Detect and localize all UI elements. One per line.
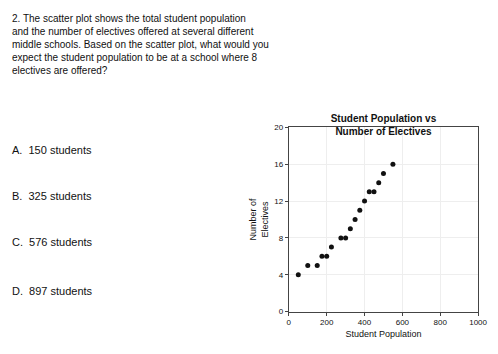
svg-text:16: 16 [274, 160, 283, 169]
svg-text:0: 0 [287, 318, 292, 327]
svg-text:D. 897 students: D. 897 students [12, 285, 93, 297]
svg-text:4: 4 [279, 271, 284, 280]
svg-text:20: 20 [274, 123, 283, 132]
svg-text:Number ofElectives: Number ofElectives [248, 198, 270, 241]
svg-text:8: 8 [279, 234, 284, 243]
svg-text:A. 150 students: A. 150 students [12, 144, 92, 156]
svg-text:600: 600 [396, 318, 410, 327]
svg-text:B. 325 students: B. 325 students [12, 190, 92, 202]
svg-text:200: 200 [320, 318, 334, 327]
svg-text:C. 576 students: C. 576 students [12, 236, 93, 248]
svg-text:0: 0 [279, 307, 284, 316]
svg-text:800: 800 [434, 318, 448, 327]
svg-text:400: 400 [358, 318, 372, 327]
svg-text:1000: 1000 [469, 318, 487, 327]
svg-text:12: 12 [274, 197, 283, 206]
svg-text:Student Population vsNumber of: Student Population vsNumber of Electives [331, 113, 437, 137]
svg-text:2. The scatter plot shows the: 2. The scatter plot shows the total stud… [12, 13, 269, 76]
svg-text:Student Population: Student Population [345, 329, 421, 339]
